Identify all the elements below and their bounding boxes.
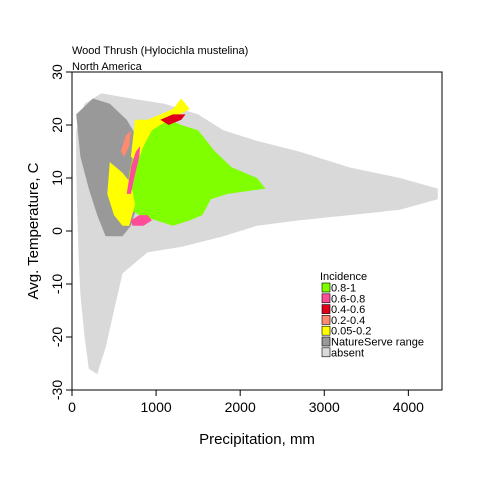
chart-subtitle: North America	[72, 61, 143, 73]
legend-label: 0.8-1	[331, 283, 356, 295]
region-0-6-0-8-5	[126, 146, 141, 194]
legend-swatch	[321, 282, 331, 293]
legend-label: 0.6-0.8	[331, 293, 365, 305]
x-axis: 0 1000 2000 3000 4000	[68, 389, 424, 415]
legend-swatch	[321, 304, 331, 314]
chart-title: Wood Thrush (Hylocichla mustelina)	[72, 45, 248, 57]
legend-swatch	[321, 315, 331, 325]
legend-label: 0.4-0.6	[331, 304, 365, 316]
legend-swatch	[321, 336, 331, 347]
region-0-8-1-2	[126, 119, 266, 226]
y-tick-label: 0	[49, 227, 65, 235]
legend-label: NatureServe range	[331, 337, 424, 349]
legend-label: absent	[331, 347, 364, 359]
y-tick-label: -20	[49, 327, 65, 347]
y-tick-label: -10	[49, 274, 65, 294]
plot-regions	[76, 93, 438, 375]
x-tick-label: 1000	[141, 399, 172, 415]
y-axis: -30 -20 -10 0 10 20 30	[49, 64, 73, 400]
region-0-2-0-4-7	[120, 130, 131, 157]
legend-label: 0.2-0.4	[331, 315, 365, 327]
region-0-4-0-6-8	[160, 114, 186, 125]
x-axis-title: Precipitation, mm	[199, 431, 315, 448]
y-tick-label: -30	[49, 380, 65, 400]
legend-swatch	[321, 347, 331, 358]
x-tick-label: 4000	[393, 399, 424, 415]
y-tick-label: 20	[49, 117, 65, 133]
region-0-05-0-2-3	[107, 162, 136, 226]
legend-label: 0.05-0.2	[331, 326, 371, 338]
legend-swatch	[321, 293, 331, 304]
legend: Incidence 0.8-10.6-0.80.4-0.60.2-0.40.05…	[320, 271, 424, 359]
x-tick-label: 2000	[225, 399, 256, 415]
region-0-6-0-8-6	[130, 215, 152, 226]
x-tick-label: 3000	[309, 399, 340, 415]
legend-title: Incidence	[320, 271, 367, 283]
legend-swatch	[321, 325, 331, 336]
y-axis-title: Avg. Temperature, C	[25, 162, 42, 299]
y-tick-label: 30	[49, 64, 65, 80]
x-tick-label: 0	[68, 399, 76, 415]
y-tick-label: 10	[49, 170, 65, 186]
